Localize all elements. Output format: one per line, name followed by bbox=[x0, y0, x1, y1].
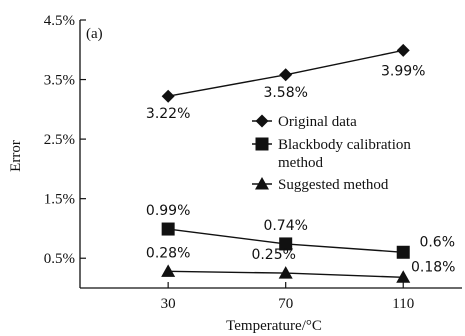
y-tick-label: 0.5% bbox=[44, 251, 75, 267]
y-axis-label: Error bbox=[8, 140, 24, 172]
axes: 0.5% 1.5% 2.5% 3.5% 4.5% 30 70 110 bbox=[44, 13, 462, 312]
legend-marker bbox=[255, 114, 269, 128]
data-label: 3.22% bbox=[146, 106, 190, 122]
legend-label: Blackbody calibration bbox=[278, 137, 411, 153]
data-point bbox=[279, 68, 293, 82]
data-label: 3.99% bbox=[381, 63, 425, 79]
legend-label: method bbox=[278, 155, 323, 171]
y-tick-label: 4.5% bbox=[44, 13, 75, 29]
data-label: 0.25% bbox=[251, 247, 295, 263]
series-triangle: 0.28% 0.25% 0.18% bbox=[146, 245, 455, 283]
series-square: 0.99% 0.74% 0.6% bbox=[146, 203, 455, 259]
legend-marker bbox=[255, 137, 269, 151]
data-point bbox=[279, 237, 293, 251]
y-tick-label: 1.5% bbox=[44, 192, 75, 208]
series-layer: 3.22%3.58%3.99%0.99%0.74%0.6%0.28% 0.25%0… bbox=[146, 43, 455, 283]
panel-label: (a) bbox=[86, 26, 103, 42]
x-tick-label: 30 bbox=[161, 296, 176, 312]
x-tick-label: 70 bbox=[278, 296, 293, 312]
data-point bbox=[396, 43, 410, 57]
y-tick-label: 2.5% bbox=[44, 132, 75, 148]
data-label: 0.28% bbox=[146, 245, 190, 261]
data-point bbox=[278, 266, 293, 279]
data-point bbox=[161, 222, 175, 236]
x-axis-label: Temperature/°C bbox=[226, 318, 322, 334]
data-label: 0.6% bbox=[419, 234, 455, 250]
y-tick-label: 3.5% bbox=[44, 73, 75, 89]
data-label: 0.74% bbox=[263, 218, 307, 234]
legend: Original data Blackbody calibration method… bbox=[252, 114, 411, 193]
data-label: 0.18% bbox=[411, 259, 455, 275]
legend-label: Original data bbox=[278, 114, 357, 130]
series-diamond: 3.22% 3.58% 3.99% bbox=[146, 43, 425, 122]
data-label: 3.58% bbox=[263, 85, 307, 101]
x-tick-label: 110 bbox=[392, 296, 414, 312]
legend-label: Suggested method bbox=[278, 177, 389, 193]
legend-marker bbox=[255, 177, 269, 190]
data-point bbox=[161, 264, 176, 277]
data-point bbox=[396, 270, 411, 283]
data-label: 0.99% bbox=[146, 203, 190, 219]
data-point bbox=[161, 89, 175, 103]
data-point bbox=[396, 245, 410, 259]
